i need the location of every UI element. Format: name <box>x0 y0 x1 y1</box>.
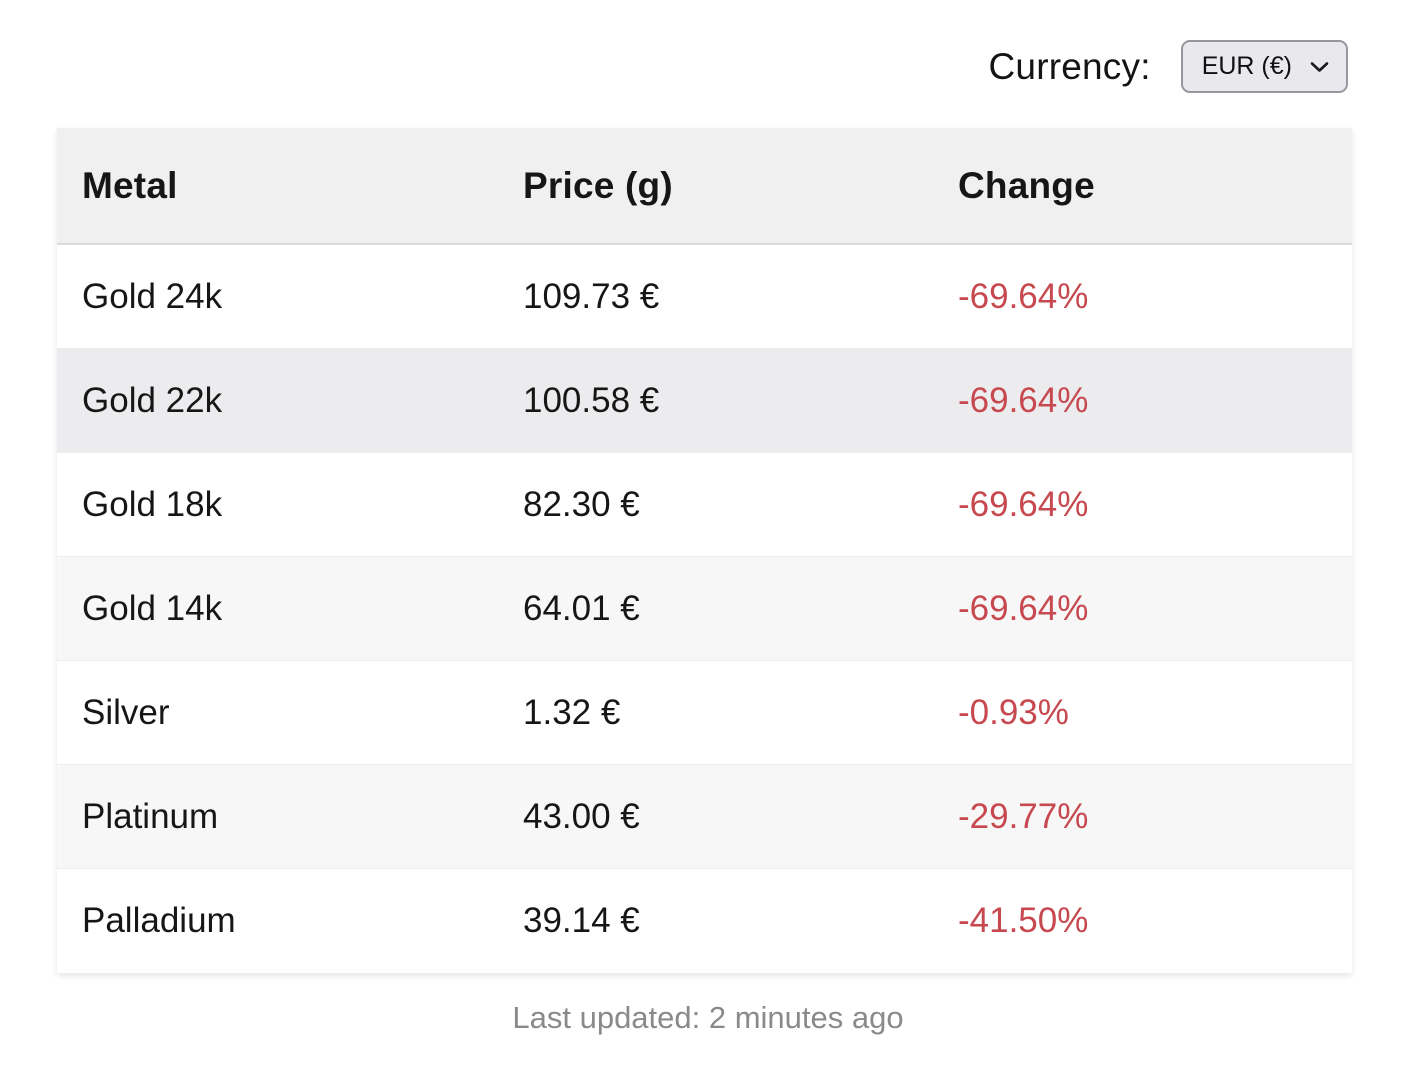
metal-change: -69.64% <box>958 380 1089 420</box>
metal-price: 109.73 € <box>523 276 660 316</box>
table-row-platinum: Platinum 43.00 € -29.77% <box>57 765 1352 869</box>
metal-change: -69.64% <box>958 484 1089 524</box>
last-updated-status: Last updated: 2 minutes ago <box>512 1000 904 1035</box>
metal-name: Platinum <box>82 796 219 836</box>
table-row-gold-18k: Gold 18k 82.30 € -69.64% <box>57 453 1352 557</box>
column-header-price: Price (g) <box>523 164 673 206</box>
table-row-palladium: Palladium 39.14 € -41.50% <box>57 869 1352 973</box>
metal-price: 82.30 € <box>523 484 640 524</box>
currency-label: Currency: <box>988 45 1151 87</box>
metal-name: Silver <box>82 692 170 732</box>
metal-change: -69.64% <box>958 588 1089 628</box>
table-row-gold-22k: Gold 22k 100.58 € -69.64% <box>57 349 1352 453</box>
currency-bar: Currency: EUR (€) <box>0 0 1416 93</box>
column-header-change: Change <box>958 164 1095 206</box>
metal-price: 43.00 € <box>523 796 640 836</box>
metal-price: 100.58 € <box>523 380 660 420</box>
metal-name: Gold 18k <box>82 484 223 524</box>
metal-change: -69.64% <box>958 276 1089 316</box>
metal-name: Gold 14k <box>82 588 223 628</box>
table-header-row: Metal Price (g) Change <box>57 128 1352 245</box>
metal-name: Gold 22k <box>82 380 223 420</box>
table-row-silver: Silver 1.32 € -0.93% <box>57 661 1352 765</box>
column-header-metal: Metal <box>82 164 178 206</box>
metal-price: 1.32 € <box>523 692 621 732</box>
metal-change: -29.77% <box>958 796 1089 836</box>
metal-prices-table: Metal Price (g) Change Gold 24k 109.73 €… <box>57 128 1352 973</box>
table-row-gold-24k: Gold 24k 109.73 € -69.64% <box>57 245 1352 349</box>
metal-name: Gold 24k <box>82 276 223 316</box>
metal-change: -0.93% <box>958 692 1069 732</box>
metal-price: 64.01 € <box>523 588 640 628</box>
currency-select-value: EUR (€) <box>1201 52 1292 80</box>
chevron-down-icon <box>1310 61 1329 73</box>
metal-change: -41.50% <box>958 901 1089 940</box>
metal-price: 39.14 € <box>523 901 640 940</box>
metal-name: Palladium <box>82 901 236 940</box>
table-row-gold-14k: Gold 14k 64.01 € -69.64% <box>57 557 1352 661</box>
currency-select[interactable]: EUR (€) <box>1180 40 1348 93</box>
